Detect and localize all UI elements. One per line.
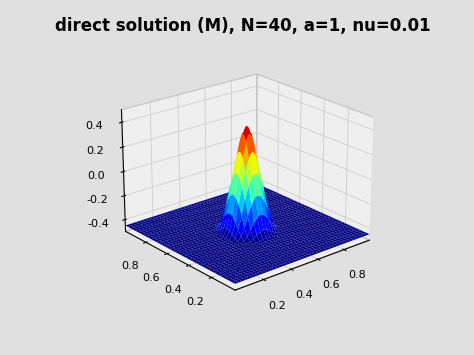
- Title: direct solution (M), N=40, a=1, nu=0.01: direct solution (M), N=40, a=1, nu=0.01: [55, 17, 431, 36]
